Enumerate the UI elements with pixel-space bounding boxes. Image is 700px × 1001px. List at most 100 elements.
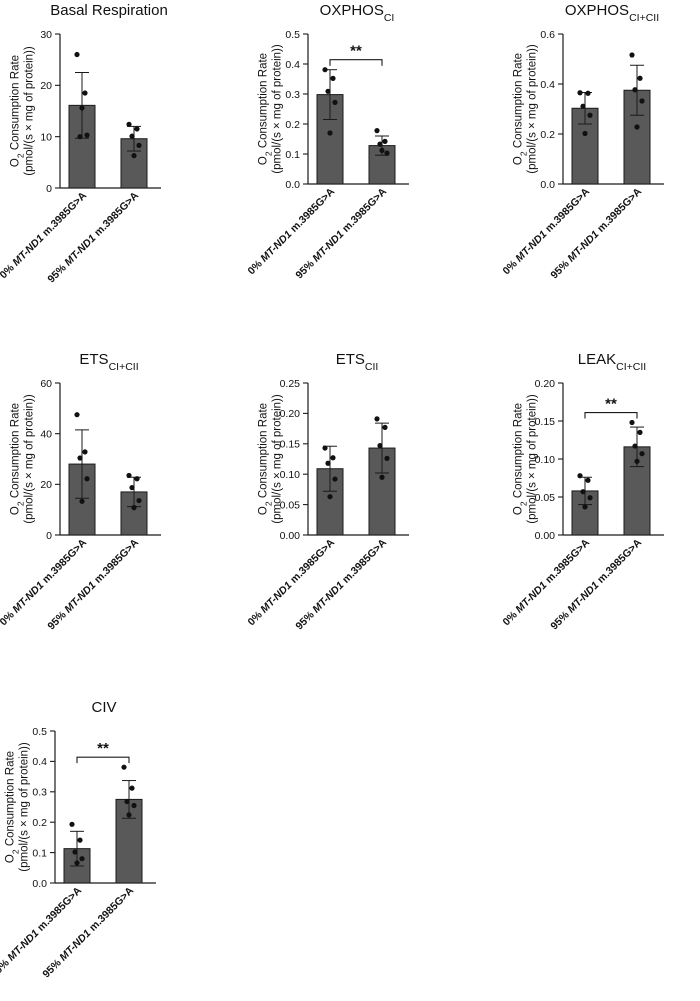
y-tick-label: 0 (46, 530, 52, 542)
data-point (582, 504, 588, 510)
y-tick-label: 0.4 (32, 756, 47, 768)
data-point (374, 416, 380, 422)
data-point (79, 105, 85, 111)
chart-title: Basal Respiration (50, 2, 168, 19)
y-tick-label: 0.15 (280, 439, 301, 451)
data-point (79, 498, 85, 504)
y-tick-label: 0 (46, 183, 52, 195)
data-point (136, 497, 142, 504)
significance-marker: ** (97, 740, 109, 757)
x-category-label: 0% MT-ND1 m.3985G>A (500, 536, 592, 628)
y-axis-title: O2 Consumption Rate (pmol/(s × mg of prot… (257, 44, 283, 174)
chart-panel-3: ETSCI+CII O2 Consumption Rate (pmol/(s × m… (0, 351, 161, 632)
data-point (121, 764, 127, 770)
y-axis-title: O2 Consumption Rate (pmol/(s × mg of prot… (257, 394, 283, 524)
chart-title: OXPHOSCI (320, 2, 395, 24)
y-tick-label: 10 (40, 131, 52, 143)
y-tick-label: 0.10 (280, 469, 301, 481)
y-tick-label: 0.20 (280, 408, 301, 420)
data-point (330, 75, 336, 81)
data-point (84, 132, 90, 138)
data-point (77, 455, 83, 461)
y-tick-label: 60 (40, 378, 52, 390)
x-category-label: 95% MT-ND1 m.3985G>A (45, 189, 141, 285)
data-point (634, 458, 640, 464)
significance-bracket (76, 756, 130, 764)
x-category-label: 95% MT-ND1 m.3985G>A (293, 185, 389, 281)
data-point (129, 133, 135, 139)
y-tick-label: 0.0 (32, 878, 47, 890)
data-point (134, 126, 140, 132)
data-point (82, 449, 88, 455)
y-tick-label: 0.4 (285, 59, 300, 71)
data-point (580, 489, 586, 495)
data-point (69, 821, 75, 827)
y-tick-label: 20 (40, 479, 52, 491)
y-tick-label: 0.5 (285, 29, 300, 41)
data-point (632, 443, 638, 449)
y-tick-label: 0.5 (32, 726, 47, 738)
y-tick-label: 0.3 (285, 89, 300, 101)
y-axis-title: O2 Consumption Rate (pmol/(s × mg of prot… (512, 44, 538, 174)
y-axis-title: O2 Consumption Rate (pmol/(s × mg of prot… (9, 394, 35, 524)
chart-title: LEAKCI+CII (578, 351, 646, 373)
y-tick-label: 20 (40, 80, 52, 92)
chart-panel-1: OXPHOSCI O2 Consumption Rate (pmol/(s × mg… (245, 2, 409, 281)
data-point (330, 455, 336, 461)
y-axis-title: O2 Consumption Rate (pmol/(s × mg of prot… (4, 742, 30, 872)
x-category-label: 95% MT-ND1 m.3985G>A (293, 536, 389, 632)
y-tick-label: 0.0 (285, 179, 300, 191)
data-point (74, 51, 80, 58)
chart-title: CIV (91, 699, 116, 716)
chart-title: ETSCI+CII (79, 351, 138, 373)
data-point (322, 67, 328, 73)
significance-bracket (584, 411, 638, 419)
data-point (129, 485, 135, 491)
x-category-label: 0% MT-ND1 m.3985G>A (0, 536, 89, 628)
data-point (332, 99, 338, 105)
data-point (74, 412, 80, 418)
y-tick-label: 0.0 (540, 179, 555, 191)
y-tick-label: 0.3 (32, 787, 47, 799)
data-point (134, 476, 140, 482)
data-point (585, 477, 591, 483)
data-point (327, 130, 333, 136)
chart-panel-2: OXPHOSCI+CII O2 Consumption Rate (pmol/(s … (500, 2, 664, 281)
y-tick-label: 0.00 (535, 530, 556, 542)
data-point (325, 88, 331, 94)
y-tick-label: 40 (40, 428, 52, 440)
significance-marker: ** (605, 396, 617, 413)
chart-title: OXPHOSCI+CII (565, 2, 659, 24)
data-point (382, 424, 388, 430)
data-point (126, 121, 132, 127)
y-tick-label: 0.10 (535, 454, 556, 466)
data-point (82, 90, 88, 96)
x-category-label: 0% MT-ND1 m.3985G>A (0, 189, 89, 281)
data-point (131, 153, 137, 159)
y-tick-label: 0.6 (540, 29, 555, 41)
y-tick-label: 0.1 (32, 847, 47, 859)
data-point (384, 150, 390, 156)
data-point (577, 90, 583, 96)
x-category-label: 95% MT-ND1 m.3985G>A (548, 536, 644, 632)
data-point (84, 476, 90, 482)
data-point (77, 134, 83, 140)
data-point (585, 90, 591, 96)
data-point (124, 798, 130, 805)
data-point (639, 451, 645, 457)
data-point (377, 443, 383, 449)
data-point (637, 75, 643, 81)
data-point (580, 103, 586, 109)
x-category-label: 0% MT-ND1 m.3985G>A (0, 884, 84, 976)
data-point (79, 856, 85, 862)
data-point (131, 505, 137, 511)
data-point (136, 142, 142, 148)
y-tick-label: 0.05 (535, 492, 556, 504)
data-point (377, 141, 383, 147)
y-tick-label: 0.20 (535, 378, 556, 390)
significance-bracket (329, 59, 383, 66)
y-tick-label: 0.4 (540, 79, 555, 91)
data-point (379, 147, 385, 153)
data-point (587, 112, 593, 118)
data-point (131, 802, 137, 809)
